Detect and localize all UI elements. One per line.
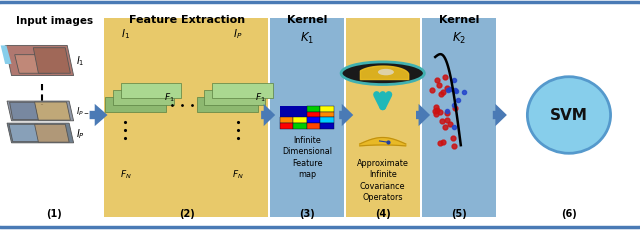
Text: $I_P$: $I_P$: [76, 126, 84, 140]
Polygon shape: [339, 104, 353, 127]
Polygon shape: [5, 46, 74, 76]
Bar: [307, 124, 321, 129]
Text: $I_P$: $I_P$: [234, 27, 243, 40]
FancyBboxPatch shape: [0, 3, 640, 228]
Text: $K_1$: $K_1$: [300, 31, 314, 46]
Text: Kernel: Kernel: [287, 15, 328, 25]
Text: Approximate
Infinite
Covariance
Operators: Approximate Infinite Covariance Operator…: [356, 158, 409, 201]
Text: $F_N$: $F_N$: [232, 168, 244, 181]
Bar: [499, 18, 637, 217]
Polygon shape: [493, 104, 507, 127]
Bar: [3, 18, 102, 217]
Text: $I_1$: $I_1$: [76, 54, 84, 68]
Text: $F_1$: $F_1$: [255, 91, 266, 104]
Polygon shape: [416, 104, 430, 127]
Bar: [321, 112, 334, 118]
Text: $F_1$: $F_1$: [164, 91, 175, 104]
Polygon shape: [7, 102, 74, 121]
Polygon shape: [33, 49, 70, 74]
Polygon shape: [35, 125, 69, 143]
Polygon shape: [10, 103, 38, 120]
Text: (5): (5): [451, 208, 467, 218]
Text: $I_{P-1}$: $I_{P-1}$: [76, 105, 94, 118]
Polygon shape: [35, 103, 70, 121]
Bar: [422, 18, 496, 217]
Polygon shape: [113, 91, 174, 106]
Bar: [280, 124, 293, 129]
Polygon shape: [1, 46, 12, 65]
Polygon shape: [197, 97, 257, 112]
Bar: [321, 118, 334, 124]
Bar: [307, 106, 321, 112]
Polygon shape: [105, 97, 166, 112]
Text: (1): (1): [47, 208, 62, 218]
Ellipse shape: [527, 77, 611, 154]
Text: $K_2$: $K_2$: [452, 31, 466, 46]
Ellipse shape: [341, 63, 424, 85]
Bar: [104, 18, 268, 217]
Bar: [321, 106, 334, 112]
Bar: [346, 18, 420, 217]
Text: SVM: SVM: [550, 108, 588, 123]
Bar: [280, 106, 334, 129]
Bar: [280, 118, 293, 124]
Polygon shape: [90, 104, 108, 127]
Polygon shape: [212, 84, 273, 99]
Polygon shape: [9, 125, 42, 142]
Text: (2): (2): [179, 208, 195, 218]
Bar: [307, 118, 321, 124]
Text: $F_N$: $F_N$: [120, 168, 131, 181]
Text: Kernel: Kernel: [438, 15, 479, 25]
Text: Feature Extraction: Feature Extraction: [129, 15, 245, 25]
Polygon shape: [7, 124, 74, 143]
Polygon shape: [261, 104, 275, 127]
Text: (3): (3): [300, 208, 315, 218]
Bar: [270, 18, 344, 217]
Text: Input images: Input images: [16, 16, 93, 26]
Text: $I_1$: $I_1$: [121, 27, 130, 40]
Bar: [293, 124, 307, 129]
Polygon shape: [15, 55, 51, 74]
Polygon shape: [120, 84, 182, 99]
Polygon shape: [205, 91, 265, 106]
Bar: [307, 112, 321, 118]
Text: (6): (6): [561, 208, 577, 218]
Polygon shape: [360, 138, 406, 146]
Text: Infinite
Dimensional
Feature
map: Infinite Dimensional Feature map: [282, 135, 332, 178]
Text: (4): (4): [375, 208, 390, 218]
Ellipse shape: [378, 70, 394, 76]
Bar: [321, 124, 334, 129]
Bar: [293, 118, 307, 124]
